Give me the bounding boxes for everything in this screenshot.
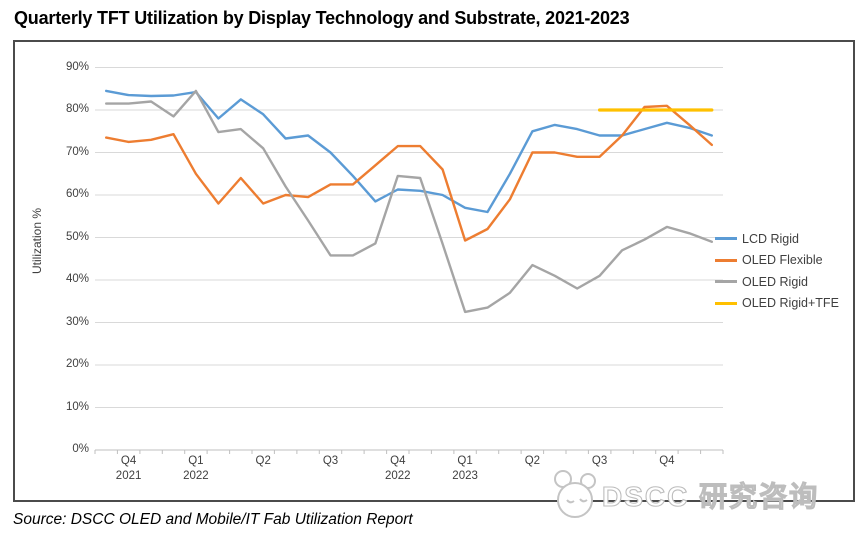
chart-plot-area <box>94 67 724 454</box>
y-tick-label-20: 20% <box>65 358 89 370</box>
x-tick-quarter: Q1 <box>457 455 473 467</box>
x-tick-label: Q3 <box>592 454 607 469</box>
x-tick-label: Q1 2023 <box>452 454 478 484</box>
chart-title: Quarterly TFT Utilization by Display Tec… <box>14 8 630 28</box>
x-tick-quarter: Q4 <box>659 455 675 467</box>
x-tick-quarter: Q4 <box>120 455 137 467</box>
y-tick-label-50: 50% <box>65 230 89 243</box>
legend-swatch-oled-flexible <box>715 258 737 262</box>
y-tick-label-10: 10% <box>65 400 89 413</box>
legend-item-oled-rigid: OLED Rigid <box>715 271 839 293</box>
y-tick-label-40: 40% <box>65 273 89 285</box>
x-tick-label: Q4 2021 <box>116 454 142 484</box>
x-tick-year: 2022 <box>385 470 411 482</box>
y-tick-label-90: 90% <box>65 60 89 73</box>
x-tick-year: 2022 <box>183 470 209 482</box>
source-note: Source: DSCC OLED and Mobile/IT Fab Util… <box>13 511 413 528</box>
x-tick-quarter: Q3 <box>322 455 339 467</box>
legend-label-oled-rigid-tfe: OLED Rigid+TFE <box>742 296 839 311</box>
x-tick-label: Q1 2022 <box>183 454 209 484</box>
x-tick-quarter: Q2 <box>255 455 271 467</box>
legend-item-oled-flexible: OLED Flexible <box>715 250 839 272</box>
y-tick-label-60: 60% <box>65 188 89 200</box>
legend-swatch-oled-rigid <box>715 280 737 284</box>
x-tick-label: Q4 <box>659 454 674 469</box>
x-tick-label: Q3 <box>323 454 338 469</box>
watermark-text: DSCC 研究咨询 <box>601 480 820 512</box>
legend-swatch-lcd-rigid <box>715 237 737 241</box>
series-line-oled-rigid <box>105 89 713 314</box>
x-tick-quarter: Q4 <box>390 455 406 467</box>
y-tick-label-0: 0% <box>72 443 89 455</box>
watermark: DSCC 研究咨询 <box>550 467 819 523</box>
panda-logo-icon <box>554 470 596 518</box>
y-tick-label-80: 80% <box>65 103 89 115</box>
x-tick-label: Q2 <box>525 454 540 469</box>
chart-frame: Utilization % 90% 80% 70% 60% 50% 40% 30% 20% 10… <box>13 40 855 502</box>
x-tick-year: 2021 <box>115 470 142 482</box>
legend: LCD Rigid OLED Flexible OLED Rigid OLED Rig… <box>715 228 839 314</box>
legend-label-lcd-rigid: LCD Rigid <box>742 231 799 246</box>
x-tick-quarter: Q1 <box>188 455 204 467</box>
legend-item-oled-rigid-tfe: OLED Rigid+TFE <box>715 293 839 315</box>
series-line-oled-flexible <box>105 104 713 242</box>
series-line-lcd-rigid <box>105 89 713 214</box>
x-tick-label: Q2 <box>256 454 271 469</box>
y-tick-label-70: 70% <box>65 145 89 158</box>
legend-item-lcd-rigid: LCD Rigid <box>715 228 839 250</box>
x-tick-year: 2023 <box>452 470 478 482</box>
x-tick-quarter: Q3 <box>591 455 608 467</box>
legend-label-oled-rigid: OLED Rigid <box>742 274 808 289</box>
y-tick-label-30: 30% <box>65 315 89 328</box>
x-tick-label: Q4 2022 <box>385 454 411 484</box>
x-tick-quarter: Q2 <box>524 455 541 467</box>
legend-label-oled-flexible: OLED Flexible <box>742 253 823 268</box>
legend-swatch-oled-rigid-tfe <box>715 301 737 305</box>
